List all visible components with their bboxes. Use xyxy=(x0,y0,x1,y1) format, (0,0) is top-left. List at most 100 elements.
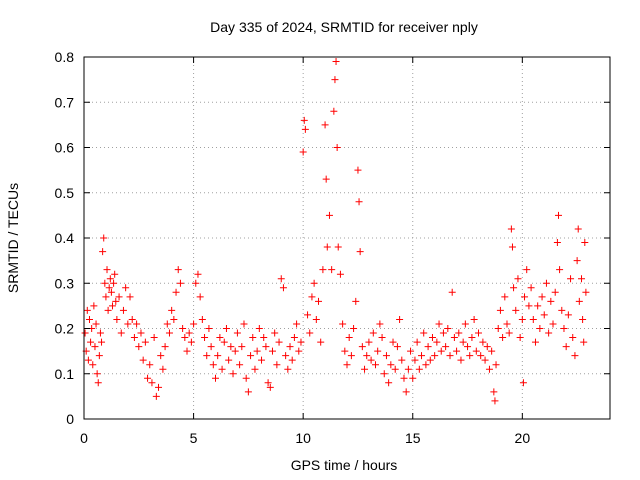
data-point xyxy=(398,356,406,364)
data-point xyxy=(404,365,412,373)
data-point xyxy=(187,338,195,346)
data-point xyxy=(361,365,369,373)
data-point xyxy=(402,388,410,396)
data-point xyxy=(516,334,524,342)
data-point xyxy=(119,306,127,314)
data-point xyxy=(496,306,504,314)
data-point xyxy=(389,338,397,346)
data-point xyxy=(212,374,219,382)
data-point xyxy=(277,275,285,283)
axis-ticks: 0 0.1 0.2 0.3 0.4 0.5 0.6 0.7 0.8 0 5 10 15 20 xyxy=(55,49,610,446)
data-point xyxy=(396,315,404,323)
data-point xyxy=(470,315,478,323)
x-tick-label: 0 xyxy=(80,430,88,446)
data-point xyxy=(356,248,364,256)
data-point xyxy=(242,374,250,382)
data-point xyxy=(268,347,276,355)
data-point xyxy=(148,379,156,387)
data-point xyxy=(98,338,106,346)
data-point xyxy=(233,329,241,337)
data-point xyxy=(400,374,408,382)
data-point xyxy=(422,361,430,369)
data-point xyxy=(481,356,489,364)
data-point xyxy=(231,347,239,355)
data-point xyxy=(293,320,301,328)
data-point xyxy=(247,352,255,360)
data-point xyxy=(536,325,544,332)
data-point xyxy=(505,329,513,337)
data-point xyxy=(407,347,415,355)
data-point xyxy=(227,343,235,351)
data-point xyxy=(479,338,487,346)
data-point xyxy=(310,279,318,287)
data-point xyxy=(527,284,535,292)
data-point xyxy=(304,311,312,319)
data-point xyxy=(492,361,500,369)
data-point xyxy=(126,293,134,301)
data-point xyxy=(93,370,101,378)
data-point xyxy=(319,266,327,274)
data-point xyxy=(455,329,463,337)
data-point xyxy=(133,320,141,328)
data-point xyxy=(236,361,244,369)
data-point xyxy=(444,325,452,332)
data-point xyxy=(297,338,305,346)
data-point xyxy=(547,297,555,305)
data-point xyxy=(87,338,95,346)
data-point xyxy=(575,297,583,305)
data-point xyxy=(475,329,482,337)
data-point xyxy=(560,325,568,332)
data-point xyxy=(141,338,149,346)
data-point xyxy=(551,288,559,296)
data-point xyxy=(554,211,562,219)
data-point xyxy=(244,388,252,396)
data-point xyxy=(290,334,298,342)
data-point xyxy=(103,266,111,274)
data-point xyxy=(99,248,107,256)
data-point xyxy=(415,365,423,373)
data-point xyxy=(253,347,261,355)
data-point xyxy=(218,365,226,373)
data-point xyxy=(519,379,527,387)
data-point xyxy=(571,352,579,360)
data-point xyxy=(323,243,331,251)
data-point xyxy=(288,356,296,364)
data-point xyxy=(161,343,169,351)
data-point xyxy=(222,325,230,332)
data-point xyxy=(89,361,97,369)
data-point xyxy=(144,374,152,382)
y-tick-label: 0.3 xyxy=(55,275,75,291)
data-point xyxy=(332,58,340,66)
data-point xyxy=(549,320,557,328)
data-point xyxy=(220,338,228,346)
data-point xyxy=(424,343,432,351)
data-point xyxy=(426,356,434,364)
data-point xyxy=(514,275,522,283)
data-point xyxy=(185,329,193,337)
data-point xyxy=(91,343,99,351)
data-point xyxy=(168,306,176,314)
data-point xyxy=(284,365,292,373)
x-tick-label: 10 xyxy=(295,430,311,446)
data-point xyxy=(431,352,439,360)
data-point xyxy=(282,352,290,360)
data-point xyxy=(165,329,173,337)
data-point xyxy=(491,397,499,405)
data-point xyxy=(203,352,211,360)
data-point xyxy=(105,284,113,292)
data-point xyxy=(343,361,351,369)
data-point xyxy=(172,288,180,296)
data-point xyxy=(330,107,338,115)
data-point xyxy=(170,315,178,323)
data-point xyxy=(100,234,108,242)
data-point xyxy=(81,329,89,337)
data-point xyxy=(558,306,566,314)
data-point xyxy=(485,365,493,373)
data-point xyxy=(92,320,100,328)
data-point xyxy=(391,365,399,373)
data-point xyxy=(192,279,200,287)
data-point xyxy=(464,343,472,351)
data-point xyxy=(418,352,426,360)
data-point xyxy=(358,343,366,351)
data-point xyxy=(525,302,533,310)
